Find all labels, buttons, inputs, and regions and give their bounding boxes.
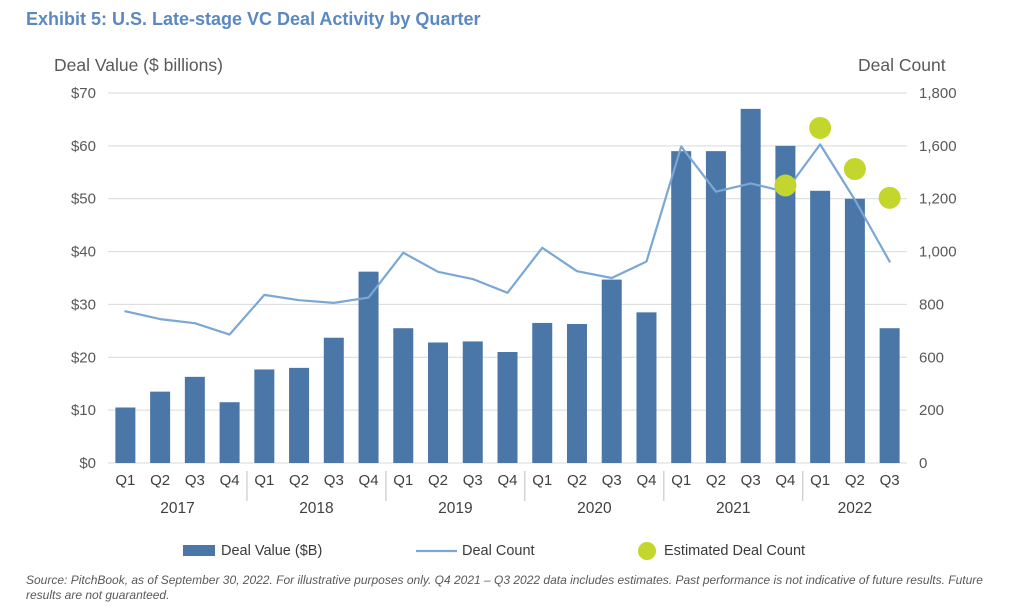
svg-text:Q4: Q4 [636, 472, 656, 489]
svg-text:Q1: Q1 [115, 472, 135, 489]
svg-text:2021: 2021 [716, 500, 750, 517]
svg-text:$30: $30 [71, 296, 96, 313]
svg-text:2022: 2022 [838, 500, 872, 517]
svg-text:$70: $70 [71, 85, 96, 102]
svg-text:Q2: Q2 [150, 472, 170, 489]
svg-text:Q1: Q1 [671, 472, 691, 489]
svg-text:Q3: Q3 [463, 472, 483, 489]
svg-text:Q3: Q3 [602, 472, 622, 489]
svg-text:0: 0 [919, 455, 927, 472]
svg-text:2018: 2018 [299, 500, 333, 517]
svg-text:2019: 2019 [438, 500, 472, 517]
svg-text:Q2: Q2 [289, 472, 309, 489]
svg-text:Estimated Deal Count: Estimated Deal Count [664, 543, 805, 559]
svg-text:Deal Value ($B): Deal Value ($B) [221, 543, 322, 559]
svg-text:Q4: Q4 [359, 472, 379, 489]
svg-text:1,200: 1,200 [919, 191, 957, 208]
svg-text:Q3: Q3 [185, 472, 205, 489]
svg-text:Q1: Q1 [393, 472, 413, 489]
svg-text:Q4: Q4 [220, 472, 240, 489]
svg-text:$50: $50 [71, 191, 96, 208]
svg-text:1,600: 1,600 [919, 138, 957, 155]
svg-text:800: 800 [919, 296, 944, 313]
svg-text:Q2: Q2 [845, 472, 865, 489]
svg-text:Q2: Q2 [428, 472, 448, 489]
svg-text:1,800: 1,800 [919, 85, 957, 102]
svg-text:2017: 2017 [160, 500, 194, 517]
svg-text:Q3: Q3 [324, 472, 344, 489]
svg-text:Q4: Q4 [497, 472, 517, 489]
svg-text:$40: $40 [71, 244, 96, 261]
svg-text:200: 200 [919, 402, 944, 419]
svg-text:Q4: Q4 [775, 472, 795, 489]
svg-text:Q2: Q2 [706, 472, 726, 489]
svg-text:Deal Count: Deal Count [462, 543, 535, 559]
svg-text:1,000: 1,000 [919, 244, 957, 261]
svg-text:$0: $0 [79, 455, 96, 472]
svg-text:Q1: Q1 [810, 472, 830, 489]
svg-text:Q1: Q1 [254, 472, 274, 489]
svg-text:$10: $10 [71, 402, 96, 419]
svg-text:Q2: Q2 [567, 472, 587, 489]
svg-text:Q3: Q3 [741, 472, 761, 489]
svg-text:$20: $20 [71, 349, 96, 366]
svg-text:600: 600 [919, 349, 944, 366]
svg-text:Q3: Q3 [880, 472, 900, 489]
svg-text:2020: 2020 [577, 500, 612, 517]
svg-text:$60: $60 [71, 138, 96, 155]
svg-text:Q1: Q1 [532, 472, 552, 489]
